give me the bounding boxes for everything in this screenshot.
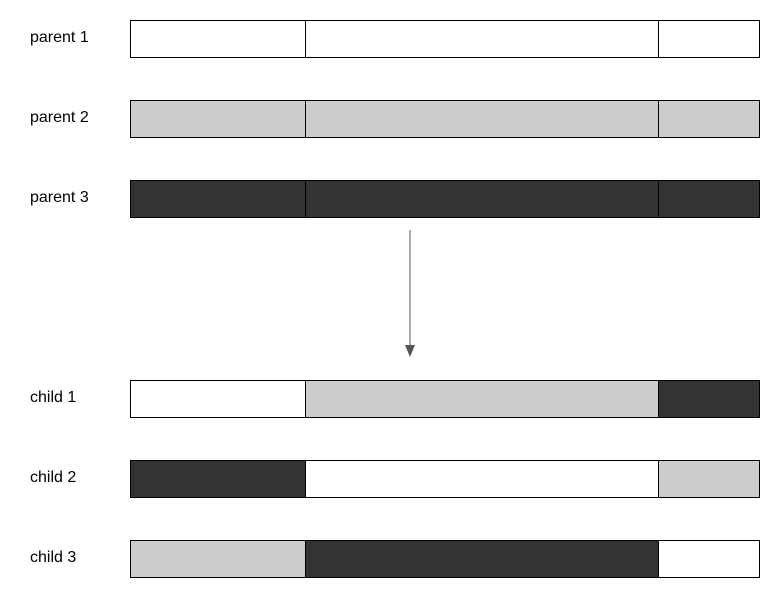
segment-parent1-2 xyxy=(306,20,659,58)
label-child-1: child 1 xyxy=(30,389,76,407)
bar-parent-1 xyxy=(130,20,760,58)
segment-child2-2 xyxy=(306,460,659,498)
segment-child3-2 xyxy=(306,540,659,578)
label-parent-2: parent 2 xyxy=(30,109,89,127)
bar-parent-2 xyxy=(130,100,760,138)
diagram-canvas: parent 1 parent 2 parent 3 child 1 child… xyxy=(0,0,784,616)
bar-child-2 xyxy=(130,460,760,498)
segment-child1-1 xyxy=(130,380,306,418)
segment-parent3-3 xyxy=(659,180,760,218)
label-child-2: child 2 xyxy=(30,469,76,487)
segment-child1-3 xyxy=(659,380,760,418)
bar-child-1 xyxy=(130,380,760,418)
segment-parent3-1 xyxy=(130,180,306,218)
bar-child-3 xyxy=(130,540,760,578)
segment-parent2-2 xyxy=(306,100,659,138)
segment-child1-2 xyxy=(306,380,659,418)
label-child-3: child 3 xyxy=(30,549,76,567)
segment-parent1-3 xyxy=(659,20,760,58)
segment-child3-1 xyxy=(130,540,306,578)
segment-parent1-1 xyxy=(130,20,306,58)
segment-child2-3 xyxy=(659,460,760,498)
segment-parent2-1 xyxy=(130,100,306,138)
arrow-icon xyxy=(402,230,418,357)
label-parent-1: parent 1 xyxy=(30,29,89,47)
label-parent-3: parent 3 xyxy=(30,189,89,207)
segment-child3-3 xyxy=(659,540,760,578)
segment-child2-1 xyxy=(130,460,306,498)
bar-parent-3 xyxy=(130,180,760,218)
segment-parent3-2 xyxy=(306,180,659,218)
segment-parent2-3 xyxy=(659,100,760,138)
